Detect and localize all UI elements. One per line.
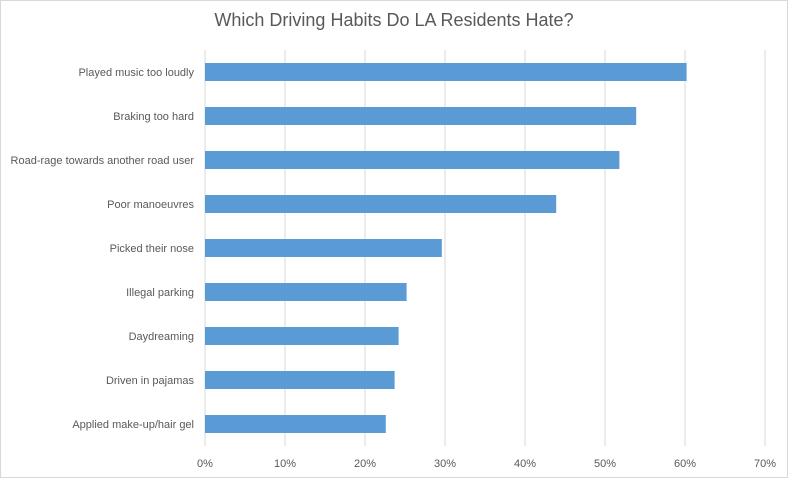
bar xyxy=(205,107,637,125)
bar xyxy=(205,283,407,301)
category-label: Applied make-up/hair gel xyxy=(72,419,194,431)
x-tick-label: 50% xyxy=(594,458,616,470)
bar xyxy=(205,239,442,257)
bar xyxy=(205,371,395,389)
category-label: Illegal parking xyxy=(126,287,194,299)
bar xyxy=(205,415,386,433)
x-tick-labels: 0% 10% 20% 30% 40% 50% 60% 70% xyxy=(197,458,776,470)
x-tick-label: 20% xyxy=(354,458,376,470)
x-tick-label: 10% xyxy=(274,458,296,470)
category-label: Driven in pajamas xyxy=(106,375,195,387)
category-label: Road-rage towards another road user xyxy=(11,155,195,167)
bar xyxy=(205,195,557,213)
category-label: Braking too hard xyxy=(113,111,194,123)
category-label: Poor manoeuvres xyxy=(107,199,194,211)
category-label: Played music too loudly xyxy=(78,67,194,79)
x-tick-label: 40% xyxy=(514,458,536,470)
bar xyxy=(205,63,687,81)
x-tick-label: 60% xyxy=(674,458,696,470)
x-tick-label: 0% xyxy=(197,458,213,470)
category-label: Daydreaming xyxy=(129,331,194,343)
category-labels: Played music too loudly Braking too hard R… xyxy=(11,67,195,431)
bar xyxy=(205,327,399,345)
chart-title: Which Driving Habits Do LA Residents Hat… xyxy=(214,10,574,30)
bars xyxy=(205,63,687,433)
x-tick-label: 70% xyxy=(754,458,776,470)
category-label: Picked their nose xyxy=(110,243,194,255)
x-tick-label: 30% xyxy=(434,458,456,470)
bar xyxy=(205,151,620,169)
